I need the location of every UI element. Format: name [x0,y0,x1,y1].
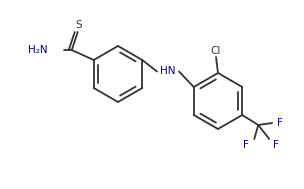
Text: H₂N: H₂N [28,45,48,55]
Text: Cl: Cl [211,46,221,56]
Text: F: F [243,140,249,150]
Text: S: S [75,20,82,30]
Text: F: F [277,118,283,128]
Text: F: F [273,140,279,150]
Text: HN: HN [160,67,176,77]
